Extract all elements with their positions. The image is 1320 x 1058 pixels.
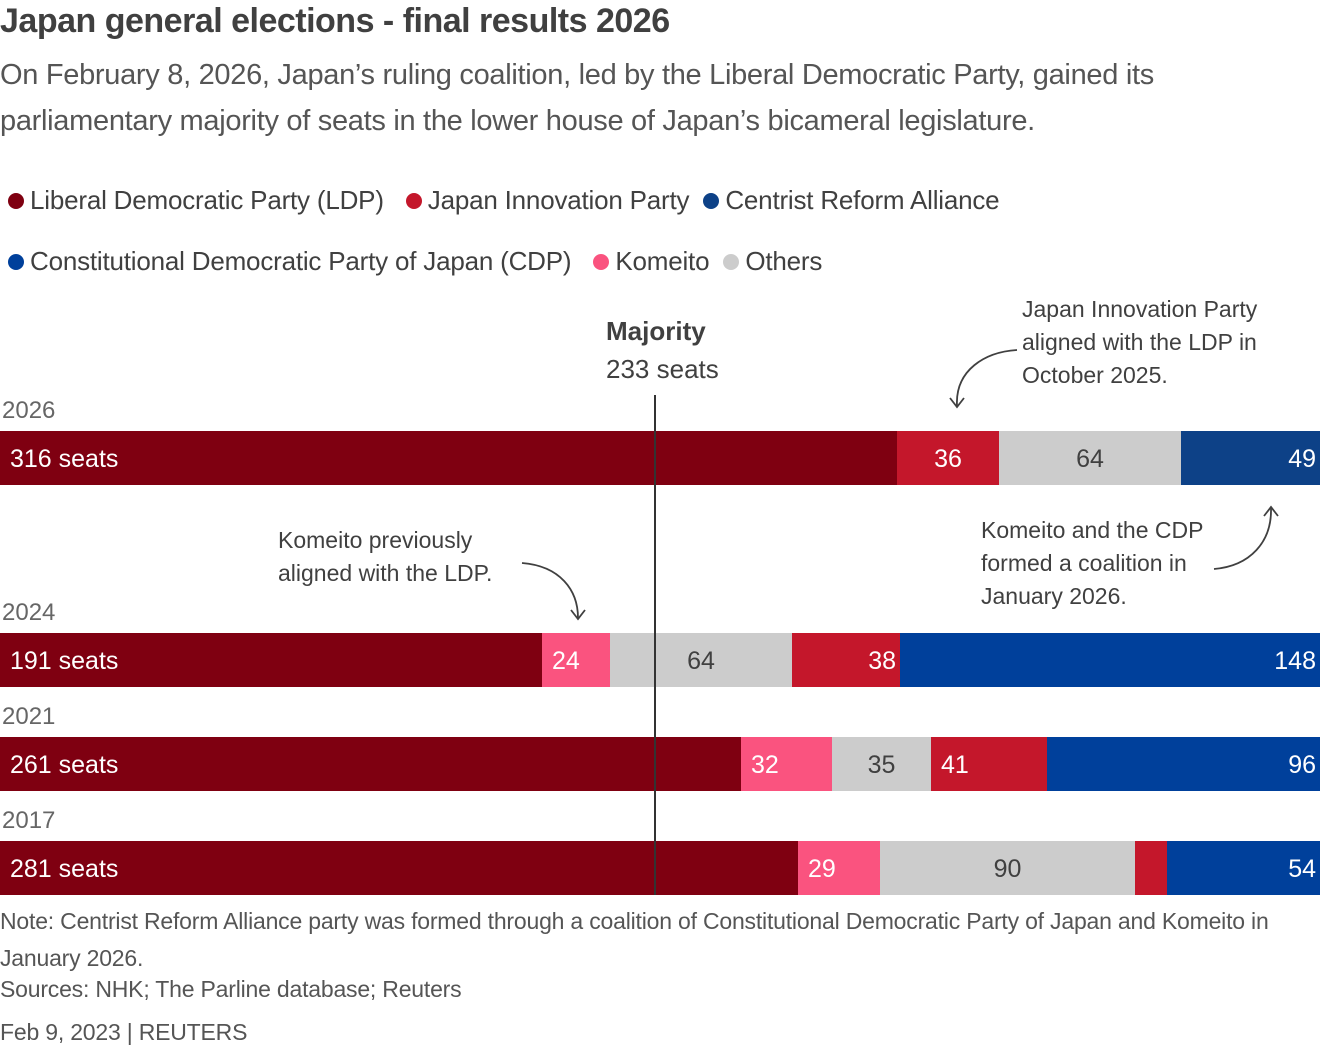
legend-swatch-others bbox=[723, 253, 740, 270]
arrowhead-icon bbox=[570, 609, 586, 621]
annotation-text: October 2025. bbox=[1022, 362, 1168, 388]
bars-group: 2026 316 seats 36 64 49 2024 191 seats 24 64 38 14… bbox=[0, 397, 1320, 895]
legend-item-others: Others bbox=[723, 246, 822, 277]
bar-segment-komeito bbox=[542, 633, 610, 687]
bar-value-label: 24 bbox=[552, 647, 580, 675]
legend-label-cdp: Constitutional Democratic Party of Japan… bbox=[30, 246, 572, 276]
arrowhead-icon bbox=[949, 397, 965, 409]
bar-segment-cdp bbox=[1167, 841, 1320, 895]
bar-value-label: 36 bbox=[934, 445, 962, 473]
bar-value-label: 96 bbox=[1288, 751, 1316, 779]
sources: Sources: NHK; The Parline database; Reut… bbox=[0, 976, 462, 1002]
legend-swatch-cra bbox=[703, 192, 720, 209]
legend-item-cra: Centrist Reform Alliance bbox=[703, 185, 1000, 216]
bar-segment-ldp bbox=[0, 841, 798, 895]
bar-segment-others bbox=[999, 431, 1181, 485]
bar-segment-jip bbox=[897, 431, 999, 485]
majority-label: Majority bbox=[606, 316, 706, 346]
arrow-icon bbox=[956, 349, 1018, 407]
bar-value-label: 148 bbox=[1274, 647, 1316, 675]
annotation-text: aligned with the LDP in bbox=[1022, 329, 1257, 355]
bar-segment-komeito bbox=[741, 737, 832, 791]
year-label: 2026 bbox=[2, 397, 55, 424]
bar-value-label: 191 seats bbox=[10, 647, 118, 675]
annotation-jip-2025: Japan Innovation Party aligned with the L… bbox=[949, 296, 1258, 409]
bar-segment-jip bbox=[1135, 841, 1167, 895]
bar-value-label: 49 bbox=[1288, 445, 1316, 473]
legend-label-jip: Japan Innovation Party bbox=[427, 185, 690, 215]
annotation-text: Komeito and the CDP bbox=[981, 517, 1203, 543]
bar-segment-others bbox=[880, 841, 1135, 895]
bar-segment-ldp bbox=[0, 431, 897, 485]
annotations-group: Japan Innovation Party aligned with the L… bbox=[278, 296, 1279, 621]
bar-value-label: 90 bbox=[994, 855, 1022, 883]
legend-item-jip: Japan Innovation Party bbox=[405, 185, 690, 216]
bar-segment-ldp bbox=[0, 737, 741, 791]
arrow-icon bbox=[521, 562, 579, 619]
bar-segment-jip bbox=[931, 737, 1047, 791]
bar-segment-ldp bbox=[0, 633, 542, 687]
legend-swatch-jip bbox=[405, 192, 422, 209]
legend: Liberal Democratic Party (LDP) Japan Inn… bbox=[8, 170, 1308, 292]
credit: Feb 9, 2023 | REUTERS bbox=[0, 1019, 248, 1045]
bar-value-label: 38 bbox=[868, 647, 896, 675]
bar-segment-others bbox=[832, 737, 931, 791]
legend-label-komeito: Komeito bbox=[615, 246, 710, 276]
legend-row: Constitutional Democratic Party of Japan… bbox=[8, 231, 1308, 292]
legend-item-ldp: Liberal Democratic Party (LDP) bbox=[8, 185, 384, 216]
legend-label-others: Others bbox=[745, 246, 823, 276]
bar-segment-cdp bbox=[1047, 737, 1320, 791]
majority-value-label: 233 seats bbox=[606, 354, 719, 384]
legend-item-komeito: Komeito bbox=[593, 246, 710, 277]
legend-item-cdp: Constitutional Democratic Party of Japan… bbox=[8, 246, 572, 277]
arrow-icon bbox=[1213, 507, 1272, 570]
annotation-text: Japan Innovation Party bbox=[1022, 296, 1258, 322]
legend-swatch-cdp bbox=[8, 253, 24, 270]
annotation-cra-2026: Komeito and the CDP formed a coalition in… bbox=[981, 505, 1279, 609]
year-label: 2017 bbox=[2, 807, 55, 834]
chart-subtitle: On February 8, 2026, Japan’s ruling coal… bbox=[0, 59, 1154, 137]
legend-row: Liberal Democratic Party (LDP) Japan Inn… bbox=[8, 170, 1308, 231]
bar-segment-cdp bbox=[900, 633, 1320, 687]
majority-marker: Majority 233 seats bbox=[606, 316, 719, 895]
bar-segment-komeito bbox=[798, 841, 880, 895]
stacked-bar-chart: 2026 316 seats 36 64 49 2024 191 seats 24 64 38 14… bbox=[0, 296, 1320, 895]
bar-value-label: 54 bbox=[1288, 855, 1316, 883]
bar-value-label: 281 seats bbox=[10, 855, 118, 883]
legend-swatch-komeito bbox=[593, 253, 610, 270]
annotation-text: Komeito previously bbox=[278, 527, 473, 553]
annotation-text: formed a coalition in bbox=[981, 550, 1187, 576]
bar-segment-cra bbox=[1181, 431, 1320, 485]
annotation-komeito-prev: Komeito previously aligned with the LDP. bbox=[278, 527, 586, 621]
annotation-text: January 2026. bbox=[981, 583, 1127, 609]
bar-segment-jip bbox=[792, 633, 900, 687]
bar-value-label: 316 seats bbox=[10, 445, 118, 473]
bar-segment-others bbox=[610, 633, 792, 687]
legend-label-ldp: Liberal Democratic Party (LDP) bbox=[30, 185, 384, 215]
arrowhead-icon bbox=[1263, 505, 1279, 517]
bar-value-label: 32 bbox=[751, 751, 779, 779]
year-label: 2024 bbox=[2, 599, 55, 626]
annotation-text: aligned with the LDP. bbox=[278, 560, 492, 586]
bar-value-label: 64 bbox=[1076, 445, 1104, 473]
bar-value-label: 29 bbox=[808, 855, 836, 883]
bar-value-label: 41 bbox=[941, 751, 969, 779]
footnote: Note: Centrist Reform Alliance party was… bbox=[0, 908, 1269, 971]
legend-label-cra: Centrist Reform Alliance bbox=[725, 185, 1000, 215]
bar-value-label: 261 seats bbox=[10, 751, 118, 779]
bar-value-label: 35 bbox=[868, 751, 896, 779]
legend-swatch-ldp bbox=[8, 192, 24, 209]
chart-title: Japan general elections - final results … bbox=[0, 2, 670, 40]
year-label: 2021 bbox=[2, 703, 55, 730]
bar-value-label: 64 bbox=[687, 647, 715, 675]
